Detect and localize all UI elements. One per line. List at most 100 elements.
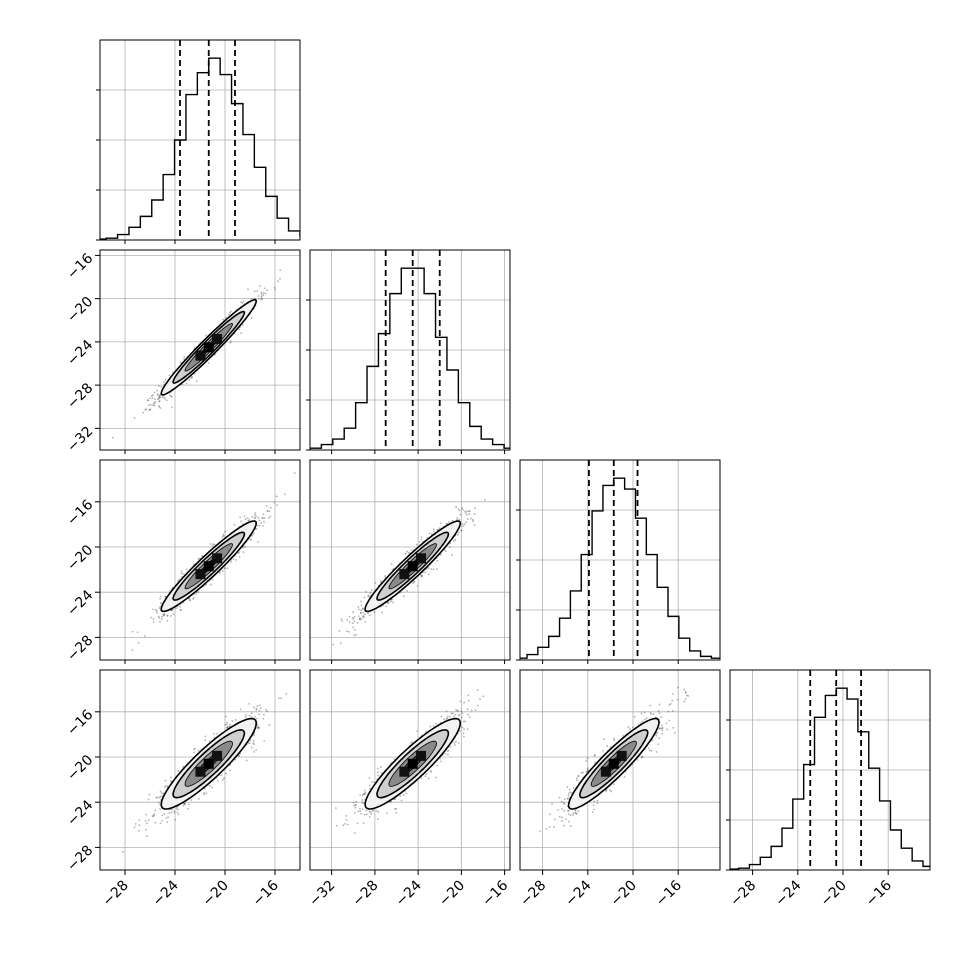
sample-point [362,615,365,617]
sample-point [262,517,264,519]
sample-point [474,507,476,510]
sample-point [432,528,435,531]
sample-point [421,575,424,577]
sample-point [240,332,243,335]
sample-point [170,609,173,612]
sample-point [235,559,237,561]
sample-point [173,811,176,814]
sample-point [249,739,252,742]
sample-point [346,618,348,621]
sample-point [259,707,262,709]
sample-point [246,517,249,520]
sample-point [406,550,408,553]
sample-point [457,531,460,534]
panel-frame [99,669,301,871]
sample-point [427,573,430,576]
sample-point [432,530,435,533]
sample-point [252,532,255,535]
sample-point [356,621,359,624]
sample-point [164,378,167,381]
sample-point [431,533,433,535]
sample-point [158,617,161,619]
sample-point [413,580,416,583]
sample-point [180,609,182,611]
sample-point [370,589,373,592]
sample-point [454,539,457,541]
sample-point [258,524,261,527]
sample-point [204,739,206,742]
sample-point [250,298,253,300]
sample-point [261,517,264,519]
sample-point [348,615,351,618]
panel-1-0: −32−28−24−20−16 [64,249,301,456]
panel-2-0: −28−24−20−16 [64,459,301,665]
sample-point [464,512,467,514]
sample-point [160,792,163,794]
sample-point [391,598,393,601]
sample-point [268,724,271,726]
sample-point [147,819,150,821]
sample-point [161,615,164,618]
sample-point [171,609,173,612]
sample-point [348,621,351,623]
sample-point [217,779,219,782]
sample-point [260,296,263,299]
density-block [212,333,223,344]
sample-point [264,292,267,295]
sample-point [160,385,163,388]
sample-point [159,601,162,604]
sample-point [412,580,415,583]
sample-point [258,519,261,522]
sample-point [256,290,259,292]
sample-point [357,606,360,608]
sample-point [262,294,265,297]
sample-point [161,819,164,822]
sample-point [466,518,469,521]
sample-point [452,540,455,542]
sample-point [152,608,155,611]
sample-point [215,732,218,735]
sample-point [363,616,365,619]
sample-point [419,574,422,576]
sample-point [263,713,265,716]
sample-point [238,328,241,331]
sample-point [341,620,344,622]
sample-point [404,552,407,555]
sample-point [131,630,134,633]
sample-point [159,795,162,798]
sample-point [185,382,188,385]
sample-point [253,750,255,753]
sample-point [182,804,185,807]
sample-point [359,612,362,614]
sample-point [241,523,244,525]
sample-point [188,599,191,601]
sample-point [147,798,150,801]
sample-point [171,808,173,811]
sample-point [153,401,156,404]
sample-point [149,408,152,411]
sample-point [162,792,165,795]
sample-point [241,324,244,326]
sample-point [222,318,225,321]
sample-point [257,727,260,730]
sample-point [158,405,161,408]
sample-point [260,298,262,301]
sample-point [266,710,269,713]
panel-frame [519,459,721,661]
sample-point [192,598,195,600]
y-tick-label: −16 [64,707,96,739]
sample-point [164,595,167,598]
sample-point [156,398,159,401]
density-peak [195,553,223,580]
sample-point [222,534,225,537]
sample-point [189,599,192,602]
sample-point [177,813,180,816]
sample-point [407,551,410,554]
sample-point [197,798,200,800]
sample-point [148,793,151,796]
sample-point [257,297,260,300]
sample-point [363,596,366,599]
sample-point [239,516,242,519]
sample-point [458,509,461,512]
sample-point [255,707,258,710]
